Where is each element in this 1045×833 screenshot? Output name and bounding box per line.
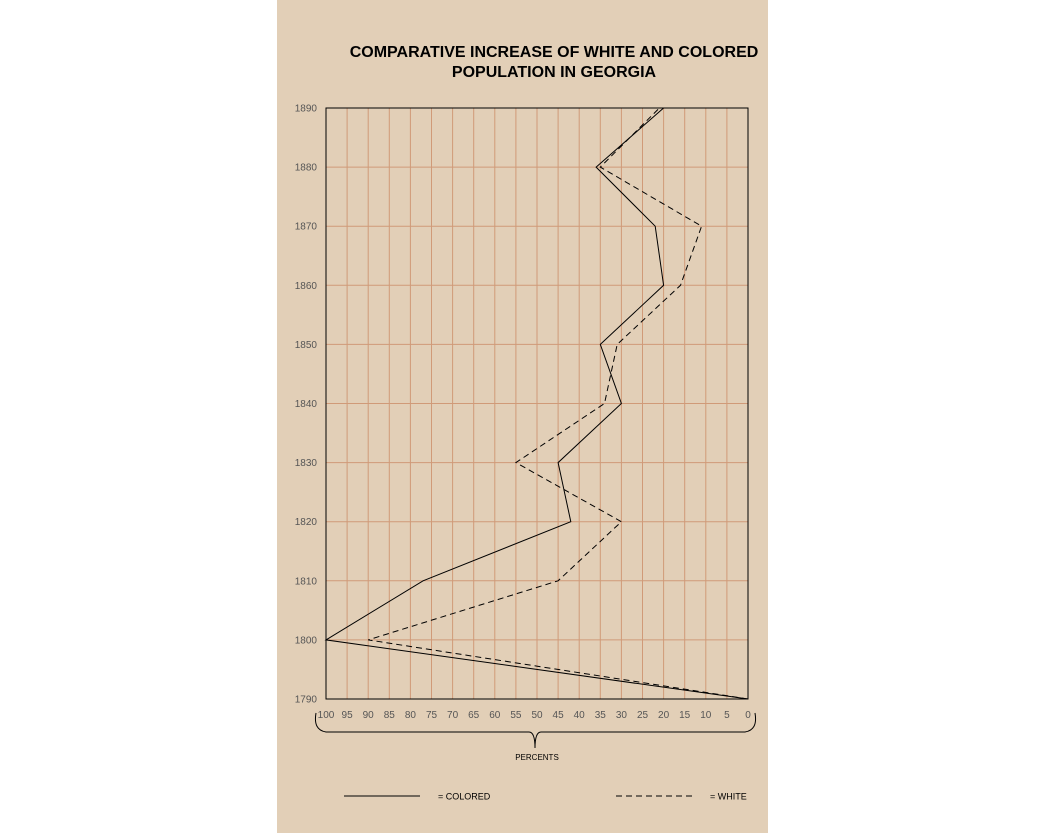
x-tick-label-70: 70 <box>447 710 459 721</box>
legend-label-white: = WHITE <box>710 792 747 802</box>
x-axis-label: PERCENTS <box>515 753 559 762</box>
x-tick-label-5: 5 <box>724 710 730 721</box>
y-tick-label-1890: 1890 <box>295 104 318 115</box>
x-tick-label-85: 85 <box>384 710 396 721</box>
chart-svg: 1890 1880 1870 1860 1850 1840 1830 1820 1810 1800… <box>295 104 756 802</box>
series-line-colored <box>324 107 749 700</box>
x-tick-label-90: 90 <box>363 710 375 721</box>
chart-title-line-1: COMPARATIVE INCREASE OF WHITE AND COLORE… <box>349 44 759 61</box>
x-tick-label-25: 25 <box>637 710 649 721</box>
y-tick-label-1880: 1880 <box>295 163 318 174</box>
x-tick-label-0: 0 <box>745 710 751 721</box>
x-tick-label-95: 95 <box>342 710 354 721</box>
x-tick-label-60: 60 <box>489 710 501 721</box>
x-tick-label-15: 15 <box>679 710 691 721</box>
x-tick-label-65: 65 <box>468 710 480 721</box>
y-tick-label-1810: 1810 <box>295 576 318 587</box>
chart-title: COMPARATIVE INCREASE OF WHITE AND COLORE… <box>294 43 814 83</box>
y-axis-ticks: 1890 1880 1870 1860 1850 1840 1830 1820 1810 1800… <box>295 104 318 706</box>
x-tick-label-45: 45 <box>553 710 565 721</box>
x-tick-label-55: 55 <box>510 710 522 721</box>
legend: = COLORED = WHITE <box>344 792 747 802</box>
legend-label-colored: = COLORED <box>438 792 491 802</box>
x-axis-ticks: 100 95 90 85 80 75 70 65 60 55 50 45 40 35 30 25 20 15 10 5… <box>318 710 752 721</box>
y-tick-label-1830: 1830 <box>295 458 318 469</box>
x-tick-label-100: 100 <box>318 710 335 721</box>
grid-lines <box>325 107 749 700</box>
chart-poster: COMPARATIVE INCREASE OF WHITE AND COLORE… <box>277 0 768 833</box>
x-axis-brace <box>315 712 756 749</box>
x-tick-label-10: 10 <box>700 710 712 721</box>
plot-frame <box>325 107 749 700</box>
x-tick-label-20: 20 <box>658 710 670 721</box>
x-tick-label-50: 50 <box>531 710 543 721</box>
y-tick-label-1790: 1790 <box>295 695 318 706</box>
chart-title-line-2: POPULATION IN GEORGIA <box>451 64 657 81</box>
y-tick-label-1870: 1870 <box>295 222 318 233</box>
y-tick-label-1800: 1800 <box>295 635 318 646</box>
x-tick-label-40: 40 <box>574 710 586 721</box>
y-tick-label-1840: 1840 <box>295 399 318 410</box>
y-tick-label-1820: 1820 <box>295 517 318 528</box>
x-tick-label-30: 30 <box>616 710 628 721</box>
x-tick-label-35: 35 <box>595 710 607 721</box>
series-lines <box>324 107 749 700</box>
x-tick-label-75: 75 <box>426 710 438 721</box>
y-tick-label-1850: 1850 <box>295 340 318 351</box>
y-tick-label-1860: 1860 <box>295 281 318 292</box>
x-tick-label-80: 80 <box>405 710 417 721</box>
